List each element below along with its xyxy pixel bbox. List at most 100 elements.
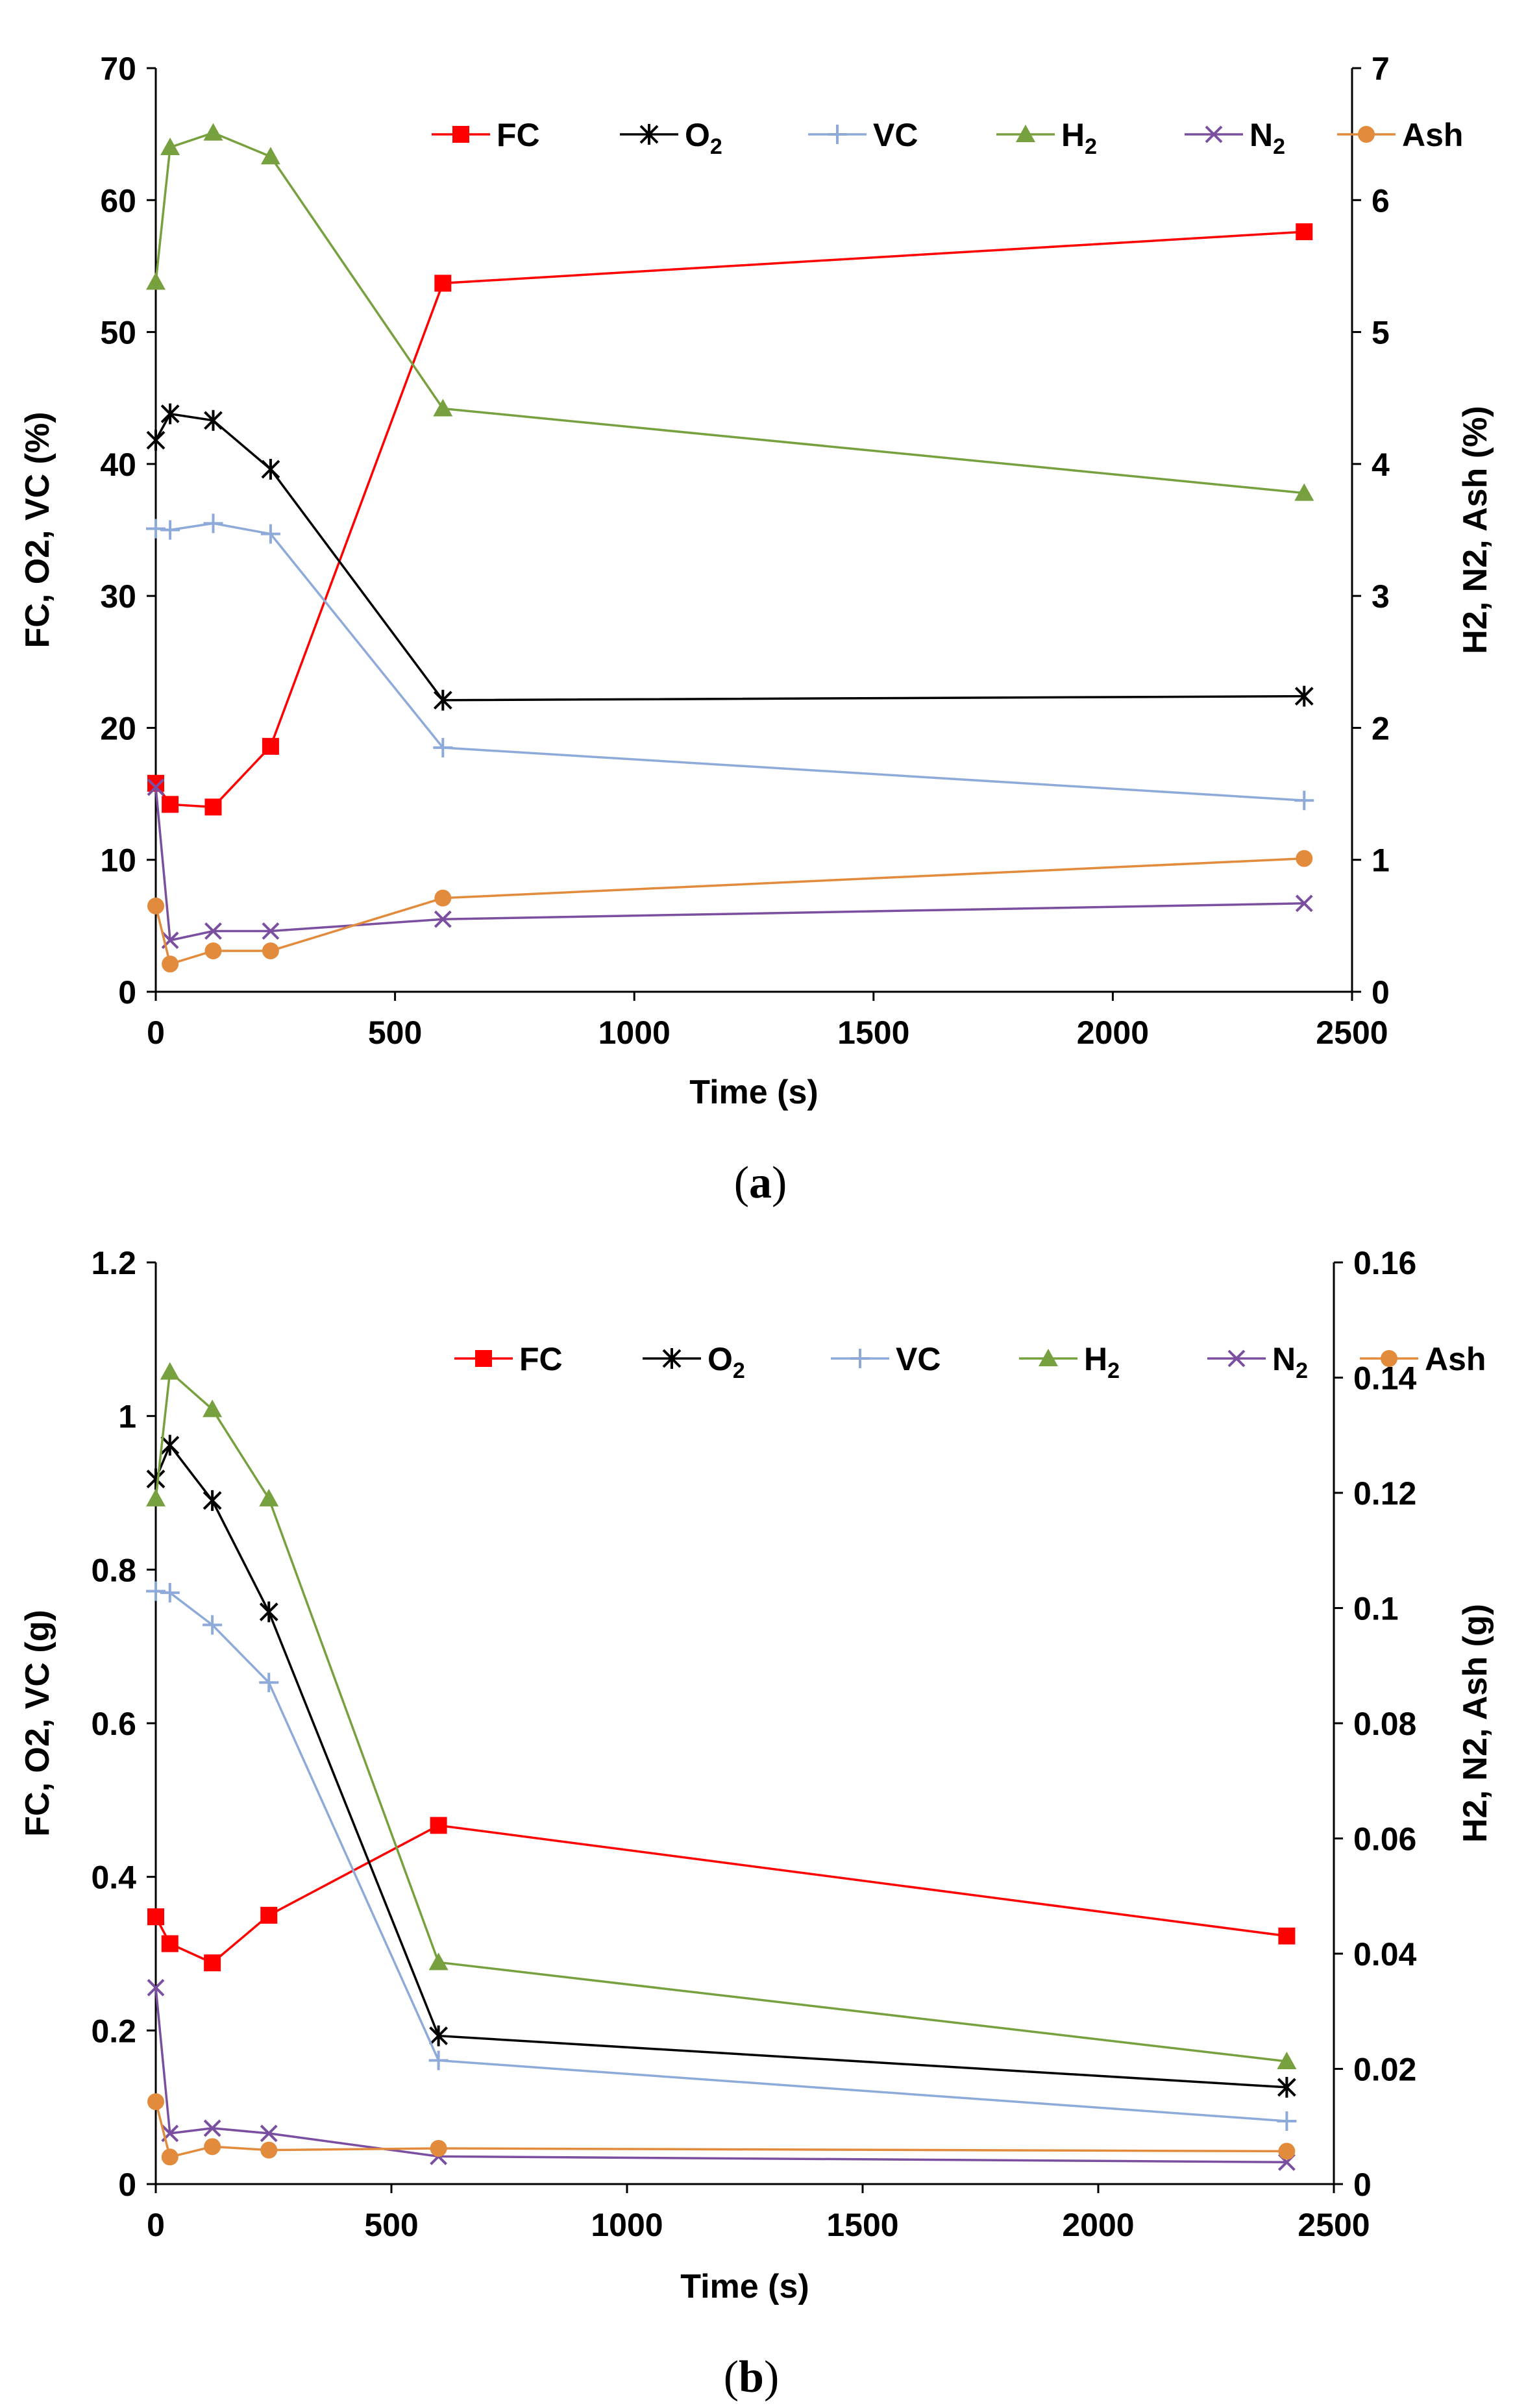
data-point-ash	[262, 942, 279, 959]
series-line-ash	[154, 2101, 1287, 2159]
y2-tick-label: 1	[1372, 842, 1390, 879]
legend-marker	[850, 1349, 870, 1368]
x-axis-title: Time (s)	[689, 1074, 818, 1111]
series-line-n2	[154, 1987, 1287, 2164]
data-point-n2	[147, 778, 165, 796]
data-point-ash	[147, 2093, 164, 2111]
legend-label-subscript: 2	[1296, 1358, 1308, 1383]
legend-marker	[1381, 1350, 1397, 1367]
legend-marker	[1016, 125, 1035, 142]
y2-tick-label: 0.12	[1353, 1475, 1416, 1512]
data-point-h2	[160, 137, 180, 155]
x-tick-label: 1500	[826, 2207, 898, 2243]
data-point-n2	[204, 922, 222, 940]
data-point-o2	[433, 689, 452, 711]
legend: FC O2 VC H2 N2 Ash	[454, 1341, 1486, 1383]
series-line-o2	[154, 412, 1305, 702]
y2-tick-label: 0.08	[1353, 1706, 1416, 1742]
legend-item-h2: H2	[996, 117, 1097, 159]
legend-marker	[828, 125, 847, 144]
legend-label-text: Ash	[1425, 1341, 1486, 1377]
panel-caption: (a)	[734, 1158, 787, 1208]
y-tick-label: 40	[100, 447, 136, 483]
data-point-vc	[203, 1615, 223, 1635]
legend-label-text: O	[685, 117, 710, 153]
legend-label: O2	[685, 117, 722, 159]
legend-label-text: H	[1084, 1341, 1107, 1377]
series-line-o2	[154, 1443, 1287, 2089]
data-point-fc	[1296, 223, 1313, 241]
series-fc	[147, 1817, 1296, 1972]
data-point-o2	[1294, 685, 1314, 707]
x-tick-label: 500	[364, 2207, 418, 2243]
caption-close: )	[764, 2352, 779, 2402]
y-tick-label: 0.6	[91, 1706, 136, 1742]
data-point-h2	[146, 1488, 166, 1506]
legend-label-text: FC	[519, 1341, 563, 1377]
legend-label-text: VC	[896, 1341, 941, 1377]
y2-tick-label: 0.16	[1353, 1245, 1416, 1281]
data-point-vc	[160, 1582, 180, 1603]
x-tick-label: 2000	[1062, 2207, 1134, 2243]
legend-label: O2	[708, 1341, 745, 1383]
data-point-h2	[433, 399, 453, 417]
legend-label: N2	[1272, 1341, 1308, 1383]
x-axis-title: Time (s)	[680, 2268, 809, 2305]
series-line-ash	[154, 857, 1305, 966]
series-ash	[147, 850, 1313, 973]
data-point-vc	[433, 737, 453, 757]
legend-item-vc: VC	[808, 117, 918, 153]
data-point-vc	[146, 519, 166, 539]
x-tick-label: 1000	[598, 1014, 671, 1051]
data-point-fc	[434, 275, 452, 292]
legend-label-subscript: 2	[1273, 134, 1285, 159]
data-point-h2	[146, 272, 166, 290]
legend-marker	[1205, 125, 1223, 143]
y2-tick-label: 2	[1372, 710, 1390, 746]
legend-label: FC	[497, 117, 540, 153]
legend-label-text: VC	[873, 117, 918, 153]
data-point-n2	[1295, 894, 1313, 913]
y2-axis-title: H2, N2, Ash (%)	[1457, 406, 1494, 654]
data-point-o2	[160, 403, 180, 424]
y2-tick-label: 0.14	[1353, 1360, 1417, 1397]
y2-tick-label: 6	[1372, 182, 1390, 219]
legend-item-ash: Ash	[1337, 117, 1463, 153]
legend-label: FC	[519, 1341, 563, 1377]
legend-label-subscript: 2	[1085, 134, 1097, 159]
legend-label-text: H	[1061, 117, 1085, 153]
y2-tick-label: 0	[1353, 2167, 1372, 2203]
data-point-fc	[1278, 1927, 1296, 1945]
data-point-vc	[259, 1673, 279, 1693]
y2-tick-label: 0.06	[1353, 1821, 1416, 1858]
legend-label: H2	[1084, 1341, 1120, 1383]
legend-label: H2	[1061, 117, 1097, 159]
chart-a: 0 500 1000 1500 2000 250001020304050607001234…	[19, 51, 1494, 1208]
x-tick-label: 1500	[837, 1014, 909, 1051]
chart-b: 0 500 1000 1500 2000 2500 0 0.2 0.4 0.6 0.8 1 1.2 0 0.…	[19, 1245, 1494, 2402]
data-point-vc	[260, 524, 280, 544]
y-tick-label: 70	[100, 51, 136, 87]
data-point-fc	[430, 1817, 447, 1834]
x-tick-label: 2000	[1077, 1014, 1149, 1051]
data-point-o2	[204, 410, 223, 431]
series-vc	[146, 513, 1314, 811]
series-o2	[146, 403, 1314, 711]
series-line-h2	[154, 1370, 1287, 2063]
caption-open: (	[724, 2352, 739, 2402]
legend-label-text: FC	[497, 117, 540, 153]
data-point-ash	[162, 955, 179, 973]
data-point-o2	[146, 430, 166, 451]
x-tick-label: 500	[368, 1014, 422, 1051]
y2-tick-label: 7	[1372, 51, 1390, 87]
legend-marker	[452, 126, 469, 143]
data-point-h2	[160, 1362, 180, 1380]
legend-label-text: Ash	[1402, 117, 1463, 153]
data-point-ash	[1296, 850, 1313, 867]
series-h2	[146, 123, 1314, 501]
x-tick-label: 0	[147, 1014, 165, 1051]
data-point-h2	[259, 1488, 279, 1506]
legend-label: Ash	[1425, 1341, 1486, 1377]
legend-item-vc: VC	[831, 1341, 941, 1377]
